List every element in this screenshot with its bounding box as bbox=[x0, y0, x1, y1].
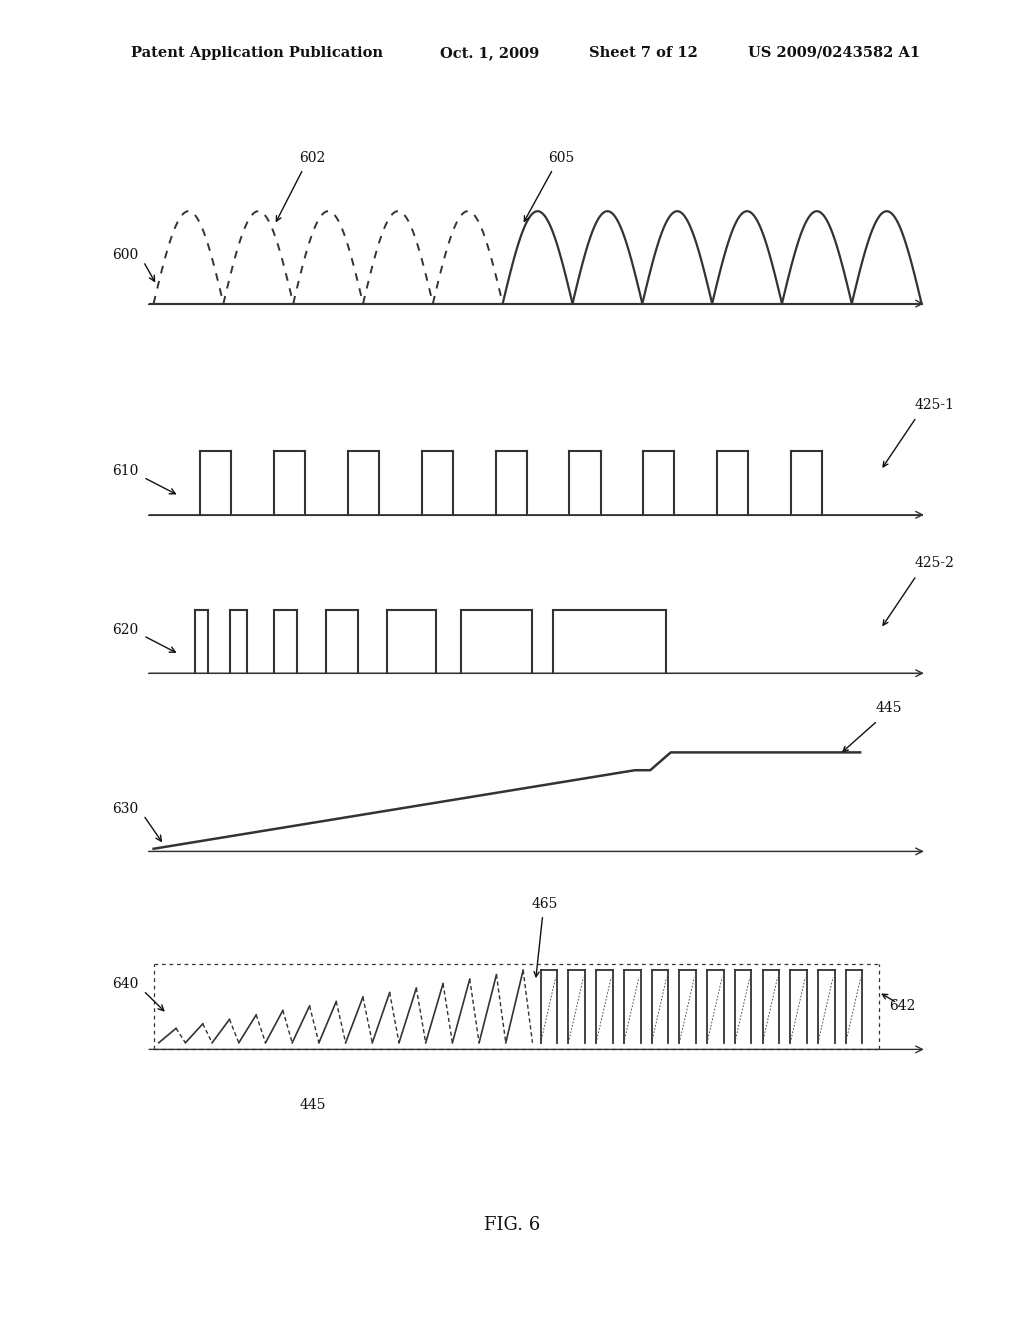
Text: 605: 605 bbox=[548, 150, 574, 165]
Text: 642: 642 bbox=[889, 999, 915, 1014]
Text: Patent Application Publication: Patent Application Publication bbox=[131, 46, 383, 59]
Text: 465: 465 bbox=[531, 896, 558, 911]
Text: FIG. 6: FIG. 6 bbox=[484, 1216, 540, 1234]
Text: 445: 445 bbox=[876, 701, 902, 715]
Text: 600: 600 bbox=[112, 248, 138, 263]
Text: Sheet 7 of 12: Sheet 7 of 12 bbox=[589, 46, 697, 59]
Text: 620: 620 bbox=[112, 623, 138, 636]
Text: Oct. 1, 2009: Oct. 1, 2009 bbox=[440, 46, 540, 59]
Text: 425-2: 425-2 bbox=[914, 556, 954, 570]
Text: 445: 445 bbox=[299, 1098, 326, 1113]
Text: 425-1: 425-1 bbox=[914, 397, 954, 412]
Text: 640: 640 bbox=[112, 977, 138, 991]
Text: 602: 602 bbox=[299, 150, 326, 165]
Text: 610: 610 bbox=[112, 465, 138, 478]
Text: US 2009/0243582 A1: US 2009/0243582 A1 bbox=[748, 46, 920, 59]
Text: 630: 630 bbox=[112, 803, 138, 816]
